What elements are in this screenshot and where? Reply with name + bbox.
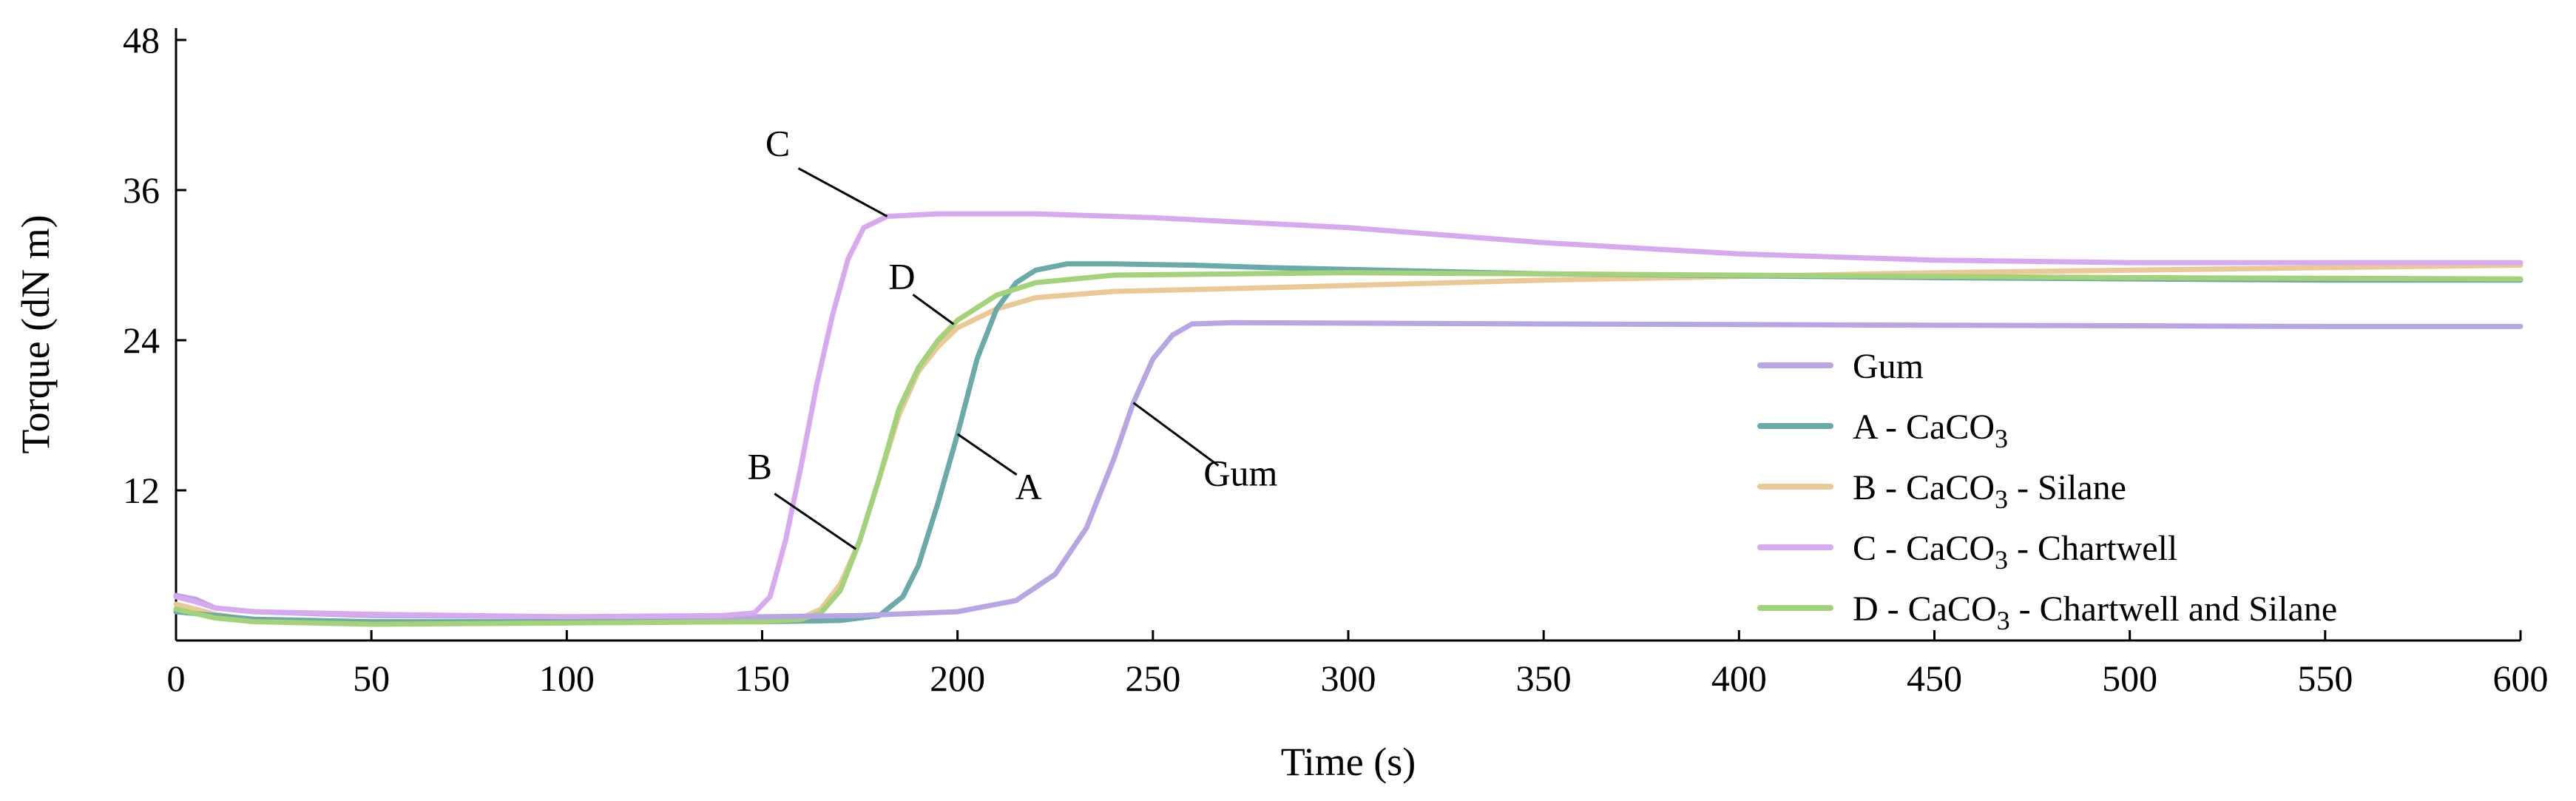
series-line-gum <box>173 320 2523 620</box>
x-axis-title: Time (s) <box>1281 740 1416 784</box>
x-tick-label: 450 <box>1907 658 1962 699</box>
x-tick-label: 400 <box>1711 658 1767 699</box>
x-tick-label: 500 <box>2102 658 2157 699</box>
x-tick-label: 150 <box>734 658 790 699</box>
annotation-layer: C D A B Gum <box>748 123 1278 550</box>
y-tick-label: 48 <box>123 19 160 61</box>
x-tick-label: 600 <box>2493 658 2549 699</box>
series-line-c <box>173 211 2523 620</box>
x-tick-label: 0 <box>167 658 186 699</box>
y-axis-title: Torque (dN m) <box>13 214 58 453</box>
annotation-leader <box>956 433 1018 476</box>
legend: Gum A - CaCO3​ B - CaCO3​ - Silane C - CaCO… <box>1757 347 2337 635</box>
y-ticks: 12 24 36 48 <box>123 19 186 511</box>
annotation-leader <box>774 493 857 550</box>
legend-label-b: B - CaCO3​ - Silane <box>1853 468 2126 514</box>
legend-label-d: D - CaCO3​ - Chartwell and Silane <box>1853 589 2337 635</box>
annotation-leader <box>1132 402 1220 467</box>
annotation-label: C <box>765 123 790 164</box>
legend-label-gum: Gum <box>1853 347 1924 386</box>
annotation-leader <box>912 294 955 325</box>
series-line-d <box>173 270 2523 627</box>
x-tick-label: 300 <box>1321 658 1376 699</box>
series-line-a <box>173 261 2523 625</box>
annotation-label: A <box>1015 466 1042 507</box>
x-tick-label: 100 <box>539 658 595 699</box>
legend-label-c: C - CaCO3​ - Chartwell <box>1853 529 2177 575</box>
x-tick-label: 550 <box>2297 658 2353 699</box>
series-layer <box>173 211 2523 627</box>
x-ticks: 0 50 100 150 200 250 300 350 400 450 500 550 600 <box>167 630 2549 699</box>
y-tick-label: 12 <box>123 470 160 511</box>
x-tick-label: 50 <box>353 658 390 699</box>
legend-label-a: A - CaCO3​ <box>1853 408 2008 453</box>
x-tick-label: 200 <box>930 658 985 699</box>
annotation-label: Gum <box>1203 453 1277 494</box>
y-tick-label: 36 <box>123 169 160 211</box>
annotation-leader <box>797 167 888 217</box>
x-tick-label: 350 <box>1516 658 1572 699</box>
series-line-b <box>173 263 2523 626</box>
y-tick-label: 24 <box>123 320 160 361</box>
x-tick-label: 250 <box>1125 658 1180 699</box>
annotation-label: D <box>888 255 915 297</box>
annotation-label: B <box>748 446 772 487</box>
